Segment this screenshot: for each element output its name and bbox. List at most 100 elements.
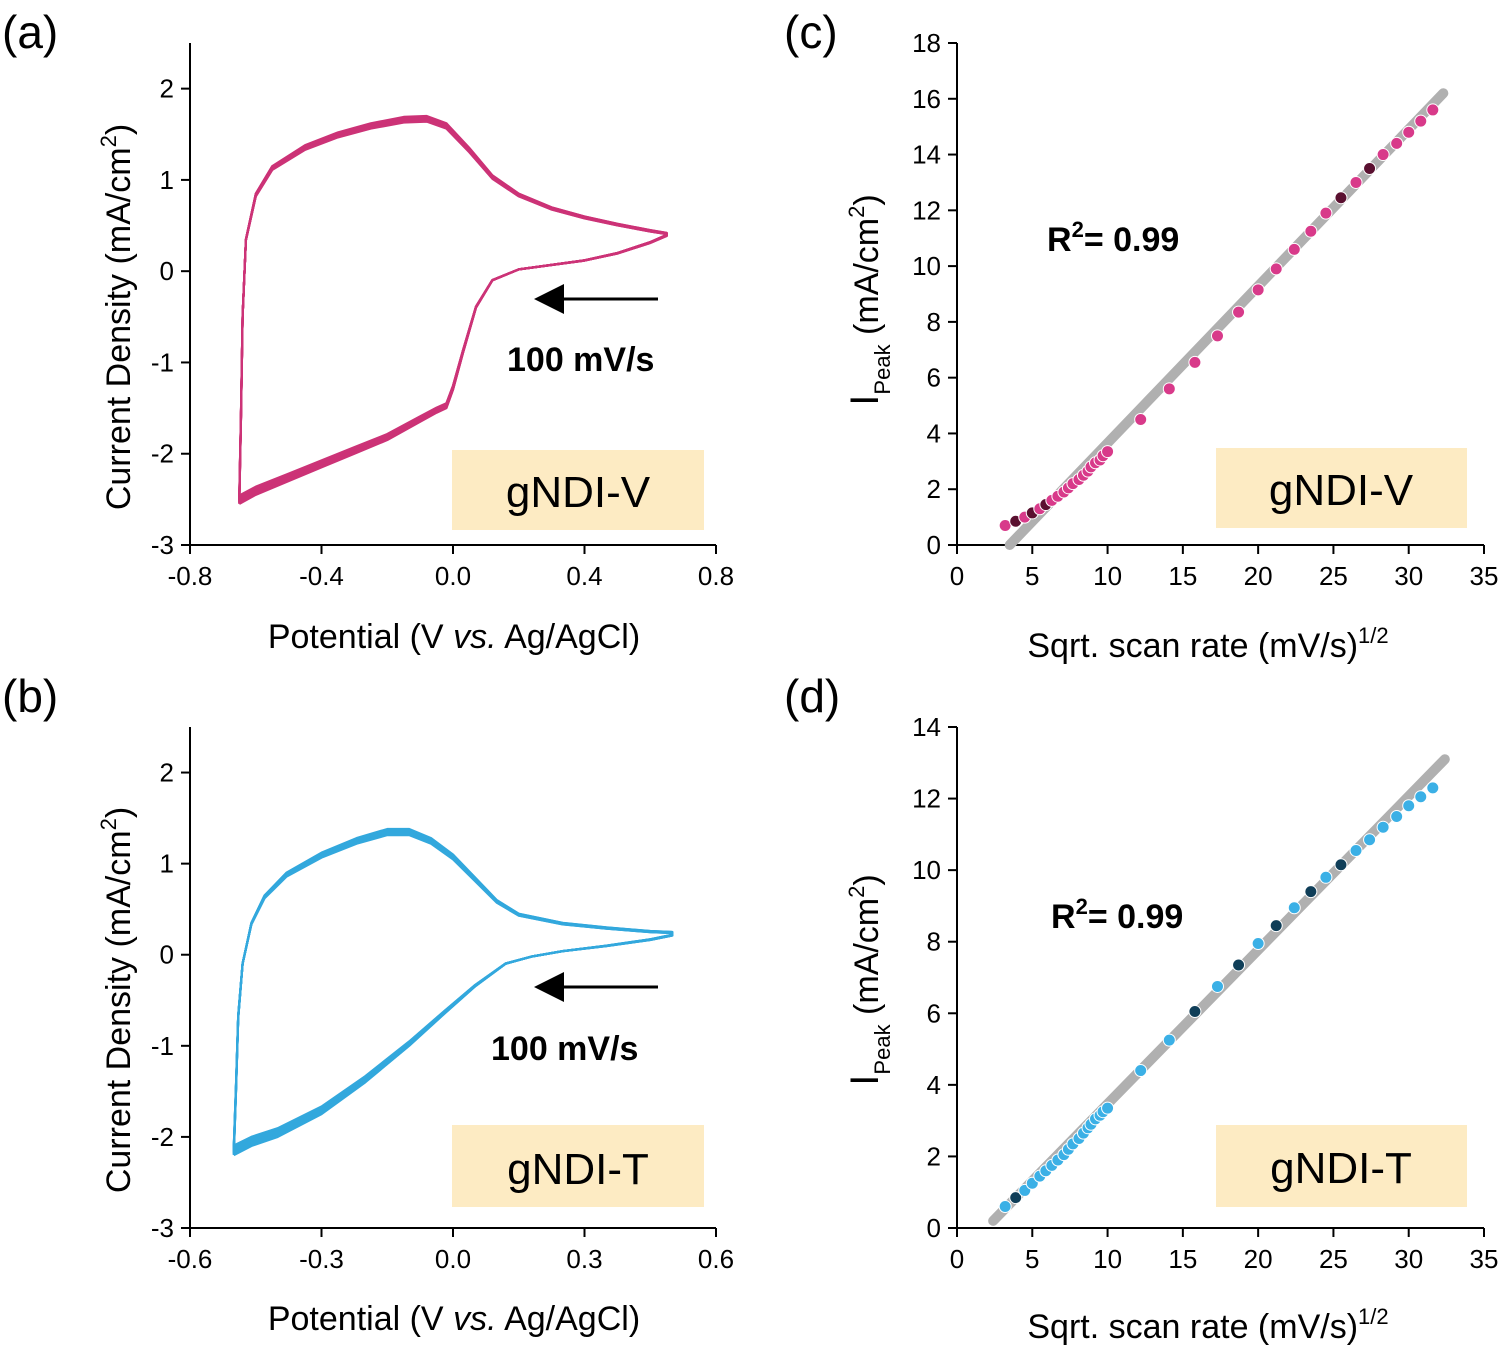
y-tick-label: 4 [927, 418, 941, 448]
panel-a-plot-area [189, 43, 716, 546]
cv-cycle-curve [238, 119, 668, 498]
scatter-point [1334, 858, 1348, 872]
y-tick-label: 14 [912, 712, 941, 742]
cv-cycle-curve [238, 120, 668, 498]
scatter-point [1349, 843, 1363, 857]
panel-d-sample-label-box [1216, 1125, 1467, 1207]
y-tick-label: 1 [160, 849, 174, 879]
scatter-point [1251, 937, 1265, 951]
y-tick-label: 0 [160, 256, 174, 286]
x-tick-label: 5 [1025, 1244, 1039, 1274]
x-tick-label: 30 [1394, 1244, 1423, 1274]
y-tick-label: -3 [151, 530, 174, 560]
x-tick-label: -0.4 [299, 561, 344, 591]
scatter-point [1376, 820, 1390, 834]
cv-cycle-curve [238, 120, 668, 497]
x-tick-label: 25 [1319, 1244, 1348, 1274]
cv-cycle-curve [232, 828, 674, 1156]
panel-d-sample-label: gNDI-T [1270, 1144, 1412, 1193]
scatter-point [1287, 242, 1301, 256]
scatter-point [1390, 809, 1404, 823]
panel-d-scatter-chart: (d) 0 5 10 15 20 25 30 35 0 2 4 6 8 10 12 14 Sqrt. sca… [784, 670, 1498, 1346]
panel-a-cv-chart: (a) -0.8 -0.4 0.0 0.4 0.8 -3 -2 -1 0 1 2 Potentia… [2, 6, 734, 656]
cv-cycle-curve [232, 831, 674, 1151]
panel-c-y-axis-title: IPeak (mA/cm2) [843, 194, 895, 405]
cv-cycle-curve [232, 831, 674, 1151]
y-tick-label: 0 [160, 940, 174, 970]
panel-b-x-axis-title: Potential (V vs. Ag/AgCl) [268, 1300, 640, 1338]
y-tick-label: -1 [151, 347, 174, 377]
y-tick-label: 0 [927, 530, 941, 560]
y-tick-label: 4 [927, 1070, 941, 1100]
y-tick-label: 6 [927, 998, 941, 1028]
x-tick-label: 0.8 [698, 561, 734, 591]
scatter-point [1319, 870, 1333, 884]
scatter-point [1363, 162, 1377, 175]
y-tick-label: 0 [927, 1213, 941, 1243]
panel-b-scan-rate-label: 100 mV/s [491, 1030, 638, 1068]
cv-cycle-curve [232, 832, 674, 1150]
y-tick-label: 2 [160, 758, 174, 788]
x-tick-label: 0 [950, 561, 964, 591]
x-tick-label: 25 [1319, 561, 1348, 591]
x-tick-label: 10 [1093, 1244, 1122, 1274]
scatter-point [1414, 114, 1428, 128]
x-tick-label: 0.4 [566, 561, 602, 591]
panel-c-y-ticks: 0 2 4 6 8 10 12 14 16 18 [912, 28, 957, 560]
x-tick-label: 20 [1244, 1244, 1273, 1274]
scatter-point [1287, 901, 1301, 915]
cv-cycle-curve [238, 115, 668, 505]
panel-d-x-ticks: 0 5 10 15 20 25 30 35 [950, 1228, 1499, 1274]
scatter-point [1402, 125, 1416, 139]
y-tick-label: 16 [912, 84, 941, 114]
cv-cycle-curve [232, 829, 674, 1154]
panel-d-plot-area [956, 727, 1484, 1229]
panel-a-x-ticks: -0.8 -0.4 0.0 0.4 0.8 [168, 545, 734, 591]
panel-a-x-axis-title: Potential (V vs. Ag/AgCl) [268, 618, 640, 656]
cv-cycle-curve [238, 116, 668, 503]
panel-a-scan-rate-label: 100 mV/s [507, 341, 654, 379]
panel-b-y-ticks: -3 -2 -1 0 1 2 [151, 758, 190, 1243]
x-tick-label: 5 [1025, 561, 1039, 591]
scatter-point [1304, 885, 1318, 899]
x-tick-label: 0 [950, 1244, 964, 1274]
cv-cycle-curve [232, 827, 674, 1157]
scatter-point [1426, 781, 1440, 795]
cv-cycle-curve [238, 118, 668, 500]
scatter-point [1009, 1191, 1023, 1205]
scatter-point [1162, 382, 1176, 396]
x-tick-label: -0.6 [168, 1244, 213, 1274]
x-tick-label: -0.3 [299, 1244, 344, 1274]
scatter-point [1188, 355, 1202, 369]
scatter-point [1101, 445, 1115, 459]
panel-c-letter: (c) [784, 6, 838, 58]
x-tick-label: 20 [1244, 561, 1273, 591]
x-tick-label: 35 [1470, 1244, 1499, 1274]
y-tick-label: 1 [160, 165, 174, 195]
y-tick-label: -1 [151, 1031, 174, 1061]
x-tick-label: 0.6 [698, 1244, 734, 1274]
y-tick-label: -2 [151, 439, 174, 469]
scatter-point [1269, 262, 1283, 276]
scatter-point [1210, 329, 1224, 343]
scatter-point [1319, 206, 1333, 220]
cv-cycle-curve [238, 114, 668, 505]
cv-cycle-curve [232, 832, 674, 1149]
y-tick-label: -3 [151, 1213, 174, 1243]
scatter-point [1162, 1033, 1176, 1047]
cv-cycle-curve [232, 833, 674, 1148]
panel-b-plot-area [189, 727, 716, 1229]
y-tick-label: 2 [927, 474, 941, 504]
y-tick-label: 18 [912, 28, 941, 58]
y-tick-label: 8 [927, 927, 941, 957]
panel-b-x-ticks: -0.6 -0.3 0.0 0.3 0.6 [168, 1228, 734, 1274]
panel-a-letter: (a) [2, 6, 58, 58]
scatter-point [1414, 790, 1428, 804]
x-tick-label: 0.3 [566, 1244, 602, 1274]
x-tick-label: 15 [1168, 1244, 1197, 1274]
scatter-point [1188, 1004, 1202, 1018]
cv-cycle-curve [232, 828, 674, 1155]
cv-cycle-curve [232, 829, 674, 1154]
panel-a-y-axis-title: Current Density (mA/cm2) [96, 124, 138, 510]
